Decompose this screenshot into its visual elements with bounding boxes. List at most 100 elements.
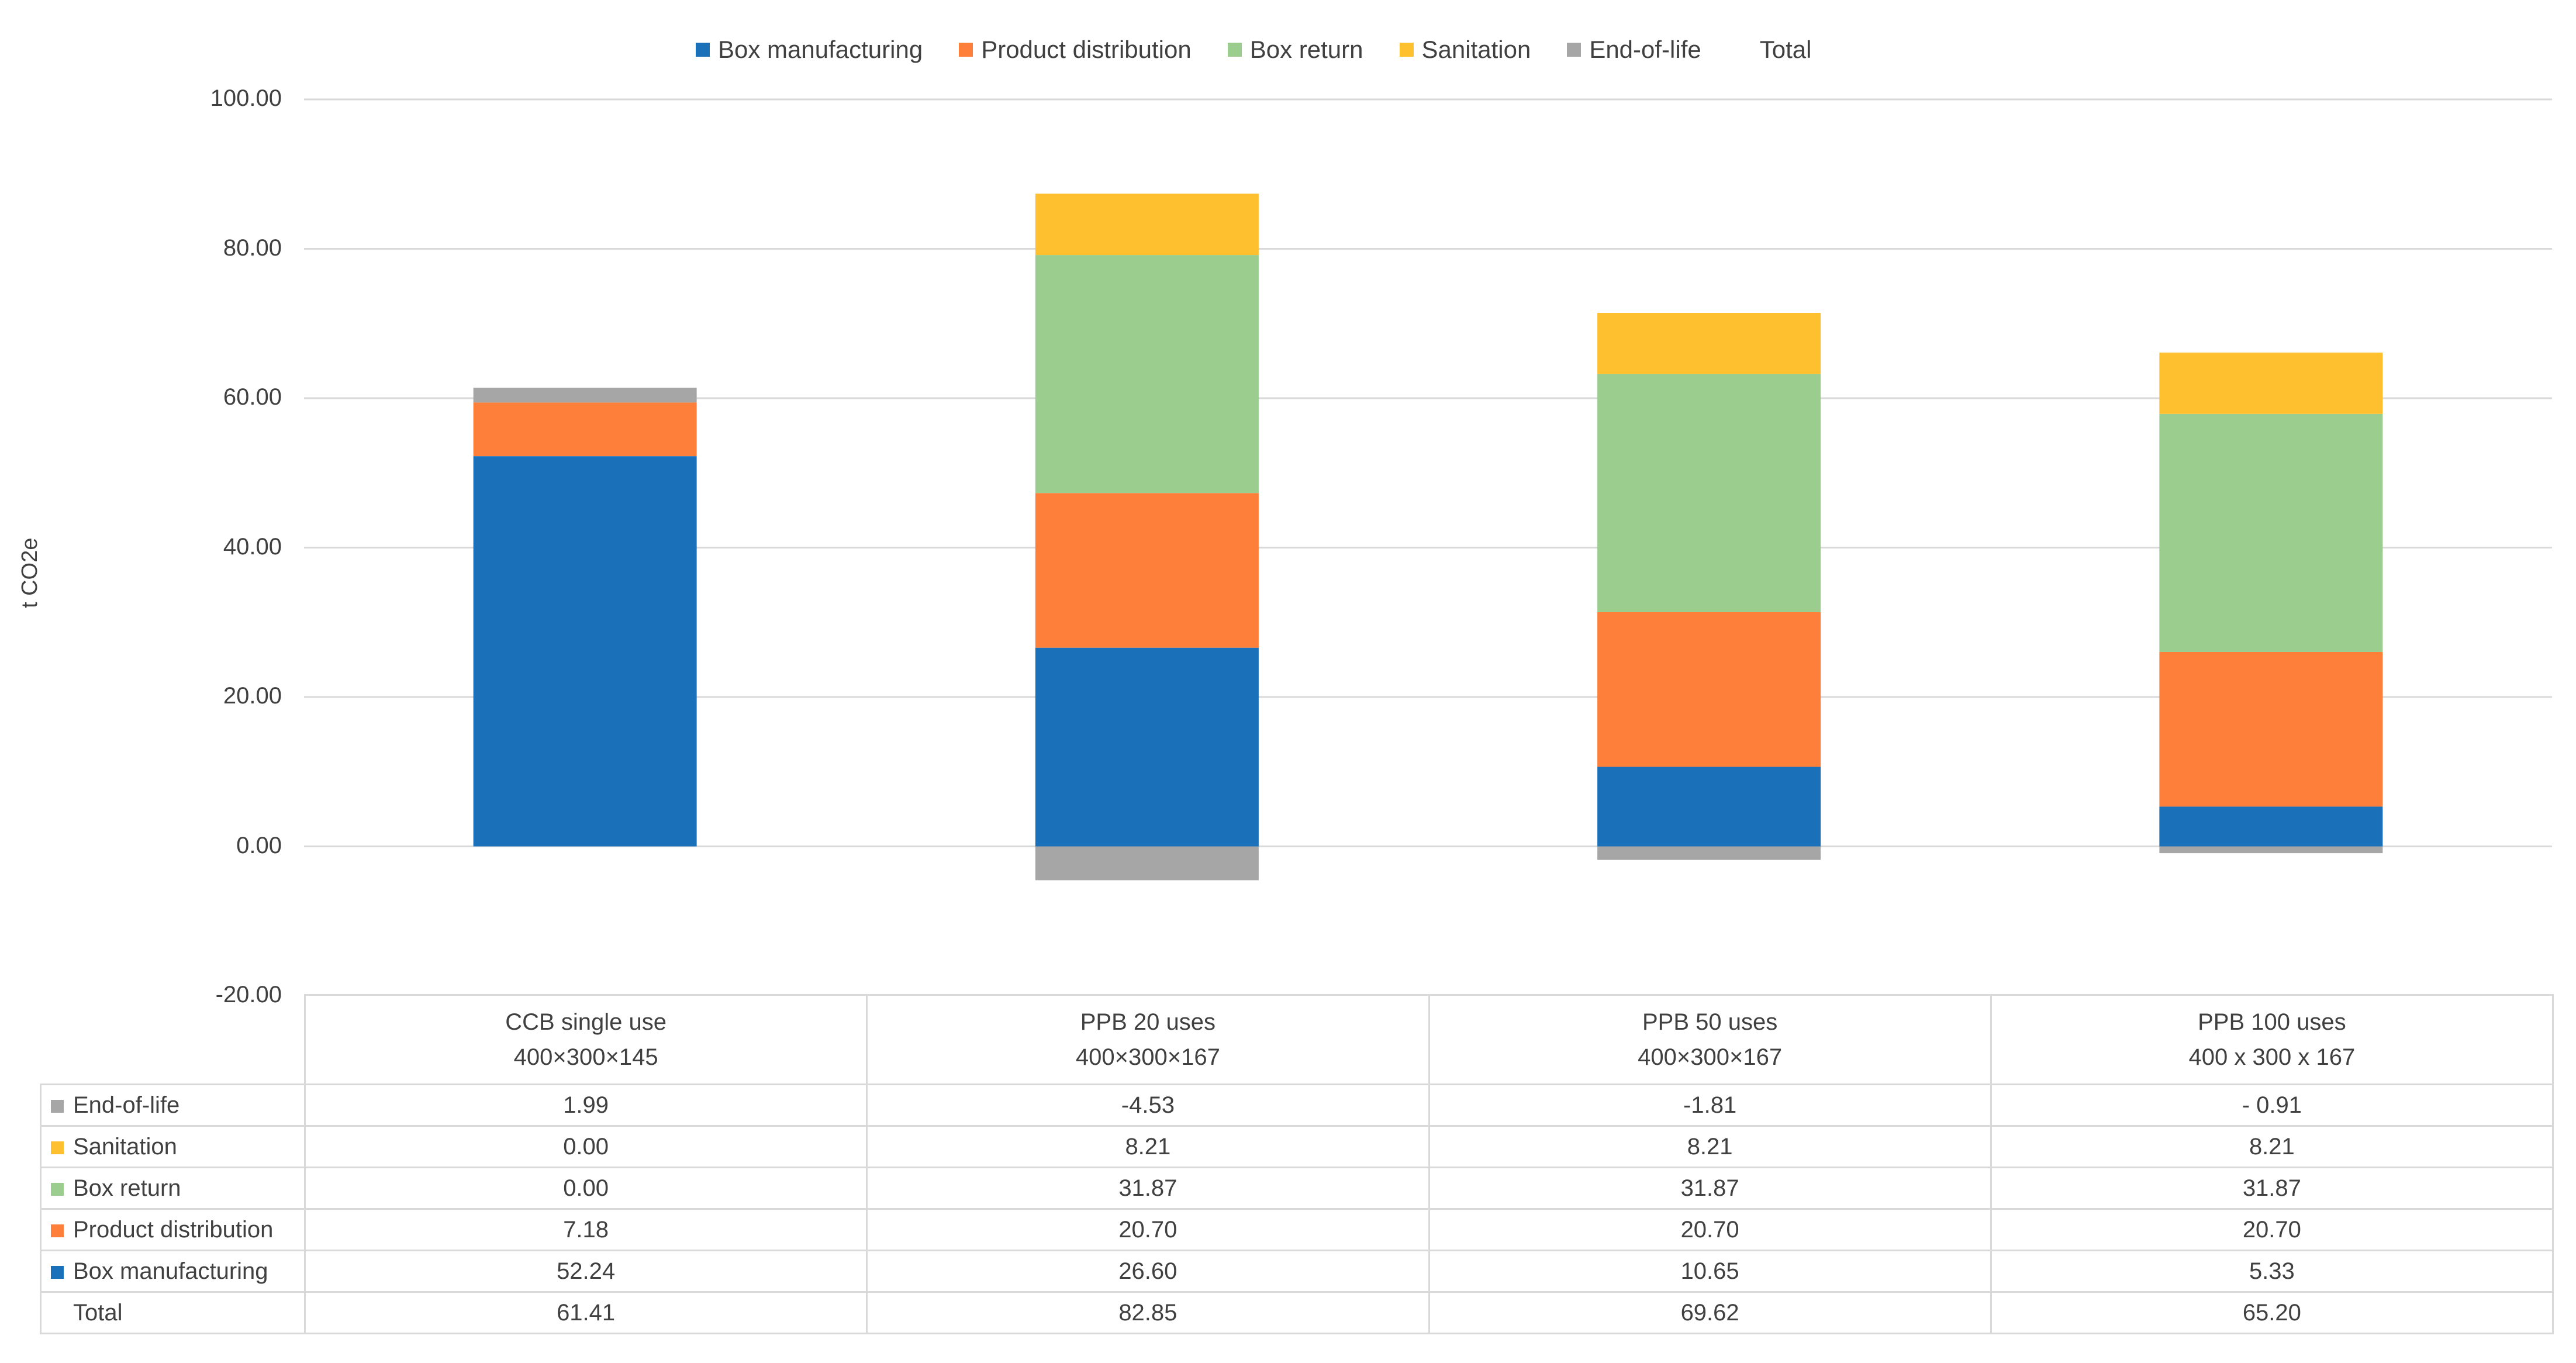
table-cell: 1.99 [303, 1084, 868, 1127]
category-header: PPB 100 uses 400 x 300 x 167 [1990, 994, 2554, 1085]
table-cell: 20.70 [1428, 1208, 1992, 1251]
legend-swatch [1567, 43, 1581, 57]
row-header: Product distribution [40, 1208, 306, 1251]
legend-label: Box return [1249, 36, 1363, 63]
table-cell: 65.20 [1990, 1291, 2554, 1334]
legend-label: Total [1759, 36, 1812, 63]
legend-label: Sanitation [1421, 36, 1531, 63]
category-name: PPB 100 uses [2198, 1009, 2346, 1035]
bar-product-distribution-3 [2159, 651, 2383, 807]
row-header: End-of-life [40, 1084, 306, 1127]
category-dimensions: 400 x 300 x 167 [2188, 1044, 2356, 1070]
category-name: CCB single use [505, 1009, 667, 1035]
table-cell: 26.60 [866, 1250, 1430, 1293]
bar-end-of-life-1 [1035, 846, 1259, 881]
row-label: Sanitation [73, 1133, 177, 1160]
row-header: Total [40, 1291, 306, 1334]
table-cell: 31.87 [1428, 1167, 1992, 1210]
bar-box-return-3 [2159, 413, 2383, 652]
row-swatch [51, 1182, 64, 1196]
y-axis-ticks: -20.00 0.00 20.00 40.00 60.00 80.00 100.00 [0, 0, 282, 1363]
legend-item-total: Total [1738, 36, 1812, 64]
bar-sanitation-2 [1597, 312, 1821, 374]
table-cell: 8.21 [1428, 1125, 1992, 1168]
bar-box-manufacturing-0 [473, 456, 697, 847]
data-table: CCB single use 400×300×145 PPB 20 uses 400×… [40, 994, 2554, 1334]
table-cell: -4.53 [866, 1084, 1430, 1127]
legend-swatch [959, 43, 973, 57]
legend-item: Box manufacturing [696, 36, 923, 64]
table-cell: 20.70 [866, 1208, 1430, 1251]
row-swatch [51, 1141, 64, 1154]
table-cell: 8.21 [866, 1125, 1430, 1168]
row-swatch [51, 1099, 64, 1113]
y-tick-label: 60.00 [223, 384, 282, 410]
table-row: Box manufacturing 52.24 26.60 10.65 5.33 [40, 1250, 2554, 1293]
category-dimensions: 400×300×145 [513, 1044, 658, 1070]
bar-sanitation-1 [1035, 194, 1259, 256]
legend-label: End-of-life [1589, 36, 1701, 63]
legend-item: Box return [1227, 36, 1363, 64]
table-cell: 52.24 [303, 1250, 868, 1293]
bar-product-distribution-1 [1035, 493, 1259, 648]
table-corner [40, 995, 306, 1085]
row-swatch [51, 1307, 64, 1320]
bar-box-manufacturing-2 [1597, 767, 1821, 847]
row-label: End-of-life [73, 1092, 180, 1118]
table-row: Product distribution 7.18 20.70 20.70 20.70 [40, 1208, 2554, 1251]
table-cell: 0.00 [303, 1125, 868, 1168]
legend-item: End-of-life [1567, 36, 1701, 64]
category-header: PPB 50 uses 400×300×167 [1428, 994, 1992, 1085]
bar-end-of-life-0 [473, 387, 697, 403]
category-header: CCB single use 400×300×145 [303, 994, 868, 1085]
row-header: Sanitation [40, 1125, 306, 1168]
bar-product-distribution-2 [1597, 612, 1821, 767]
row-label: Box return [73, 1175, 181, 1201]
table-cell: 82.85 [866, 1291, 1430, 1334]
bar-box-manufacturing-1 [1035, 647, 1259, 847]
row-header: Box manufacturing [40, 1250, 306, 1293]
row-header: Box return [40, 1167, 306, 1210]
table-cell: 8.21 [1990, 1125, 2554, 1168]
category-name: PPB 20 uses [1080, 1009, 1216, 1035]
table-row: Total 61.41 82.85 69.62 65.20 [40, 1291, 2554, 1334]
bar-end-of-life-3 [2159, 846, 2383, 854]
row-swatch [51, 1265, 64, 1279]
bar-end-of-life-2 [1597, 846, 1821, 860]
table-row: End-of-life 1.99 -4.53 -1.81- 0.91 [40, 1084, 2554, 1127]
row-swatch [51, 1224, 64, 1237]
legend-label: Box manufacturing [718, 36, 923, 63]
table-header-row: CCB single use 400×300×145 PPB 20 uses 400×… [40, 994, 2554, 1085]
chart-legend: Box manufacturing Product distribution Box… [696, 29, 1848, 70]
category-dimensions: 400×300×167 [1638, 1044, 1783, 1070]
bar-box-return-2 [1597, 374, 1821, 613]
y-tick-label: 20.00 [223, 683, 282, 709]
bar-box-manufacturing-3 [2159, 806, 2383, 847]
table-cell: 5.33 [1990, 1250, 2554, 1293]
y-tick-label: 40.00 [223, 533, 282, 560]
table-cell: 10.65 [1428, 1250, 1992, 1293]
table-cell: 61.41 [303, 1291, 868, 1334]
table-cell: 0.00 [303, 1167, 868, 1210]
category-dimensions: 400×300×167 [1075, 1044, 1220, 1070]
table-cell: -1.81 [1428, 1084, 1992, 1127]
y-tick-label: 0.00 [236, 832, 282, 858]
table-row: Box return 0.00 31.87 31.87 31.87 [40, 1167, 2554, 1210]
table-cell: 7.18 [303, 1208, 868, 1251]
bar-product-distribution-0 [473, 402, 697, 457]
y-tick-label: 80.00 [223, 234, 282, 261]
table-cell: 31.87 [1990, 1167, 2554, 1210]
table-cell: 31.87 [866, 1167, 1430, 1210]
legend-swatch [1399, 43, 1414, 57]
table-cell: 20.70 [1990, 1208, 2554, 1251]
row-label: Total [73, 1299, 123, 1326]
y-tick-label: 100.00 [210, 85, 282, 111]
legend-item: Sanitation [1399, 36, 1531, 64]
row-label: Box manufacturing [73, 1258, 268, 1284]
category-header: PPB 20 uses 400×300×167 [866, 994, 1430, 1085]
bar-sanitation-3 [2159, 352, 2383, 414]
row-label: Product distribution [73, 1216, 274, 1243]
table-cell: 69.62 [1428, 1291, 1992, 1334]
